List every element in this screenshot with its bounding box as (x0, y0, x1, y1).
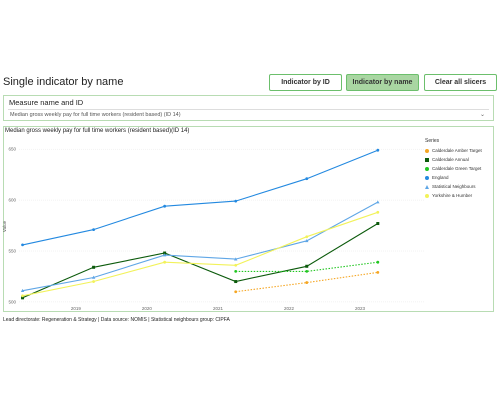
data-point (163, 251, 167, 255)
series-line (22, 223, 379, 299)
data-point (21, 296, 25, 300)
legend-item[interactable]: Calderdale Annual (425, 155, 482, 164)
legend-item[interactable]: England (425, 173, 482, 182)
line-chart: Median gross weekly pay for full time wo… (2, 126, 494, 312)
legend-item[interactable]: Calderdale Amber Target (425, 146, 482, 155)
data-point (92, 228, 96, 232)
legend-marker-icon (425, 184, 429, 189)
data-point (234, 199, 238, 203)
chart-plot-area: 500 550 600 650 2019 2020 2021 2022 2023 (8, 147, 424, 311)
data-point (376, 148, 380, 152)
data-point (234, 269, 238, 273)
data-point (305, 235, 309, 239)
slicer-title: Measure name and ID (9, 98, 84, 107)
data-point (376, 210, 380, 214)
data-point (376, 200, 380, 204)
legend-item[interactable]: Statistical Neighbours (425, 182, 482, 191)
chart-legend: Series Calderdale Amber Target Calderdale… (425, 138, 482, 200)
chevron-down-icon[interactable]: ⌄ (479, 112, 485, 118)
y-tick-label: 650 (8, 147, 16, 152)
legend-item[interactable]: Yorkshire & Humber (425, 191, 482, 200)
measure-slicer: Measure name and ID Median gross weekly … (3, 95, 494, 121)
x-tick-label: 2021 (213, 306, 224, 311)
legend-label: Calderdale Green Target (432, 166, 482, 171)
data-point (92, 280, 96, 283)
data-point (234, 280, 238, 284)
indicator-by-id-button[interactable]: Indicator by ID (269, 74, 342, 91)
legend-marker-icon (425, 166, 429, 171)
measure-dropdown[interactable]: Median gross weekly pay for full time wo… (8, 109, 489, 120)
y-tick-label: 550 (8, 249, 16, 254)
legend-label: England (432, 175, 449, 180)
legend-marker-icon (425, 157, 429, 162)
legend-label: Statistical Neighbours (432, 184, 476, 189)
data-point (21, 243, 24, 247)
data-point (92, 265, 96, 269)
legend-label: Calderdale Annual (432, 157, 469, 162)
legend-label: Calderdale Amber Target (432, 148, 482, 153)
data-point (376, 222, 380, 226)
indicator-by-name-button[interactable]: Indicator by name (346, 74, 419, 91)
data-point (234, 263, 238, 267)
data-point (305, 264, 309, 268)
data-point (305, 177, 309, 181)
x-tick-label: 2020 (142, 306, 153, 311)
x-tick-label: 2022 (284, 306, 295, 311)
y-tick-label: 600 (8, 198, 16, 203)
legend-marker-icon (425, 193, 429, 198)
page-title: Single indicator by name (3, 76, 124, 88)
data-point (21, 294, 24, 298)
footer-note: Lead directorate: Regeneration & Strateg… (3, 317, 230, 323)
series-line (22, 149, 379, 246)
data-point (305, 281, 309, 284)
data-point (376, 260, 380, 264)
data-point (234, 290, 238, 294)
data-point (305, 239, 309, 243)
legend-marker-icon (425, 175, 429, 180)
legend-marker-icon (425, 148, 429, 153)
data-point (305, 269, 309, 273)
legend-item[interactable]: Calderdale Green Target (425, 164, 482, 173)
legend-label: Yorkshire & Humber (432, 193, 473, 198)
series-line (22, 211, 378, 297)
data-point (163, 260, 167, 264)
data-point (234, 257, 238, 261)
measure-dropdown-value: Median gross weekly pay for full time wo… (10, 112, 181, 118)
legend-title: Series (425, 138, 440, 144)
data-point (91, 275, 96, 279)
data-point (20, 288, 25, 293)
clear-all-slicers-button[interactable]: Clear all slicers (424, 74, 497, 91)
chart-title: Median gross weekly pay for full time wo… (5, 128, 190, 134)
y-tick-label: 500 (8, 299, 16, 304)
x-tick-label: 2023 (355, 306, 366, 311)
data-point (163, 204, 167, 208)
series-line (22, 201, 379, 292)
data-point (376, 270, 380, 274)
x-tick-label: 2019 (71, 306, 82, 311)
data-point (162, 253, 167, 257)
